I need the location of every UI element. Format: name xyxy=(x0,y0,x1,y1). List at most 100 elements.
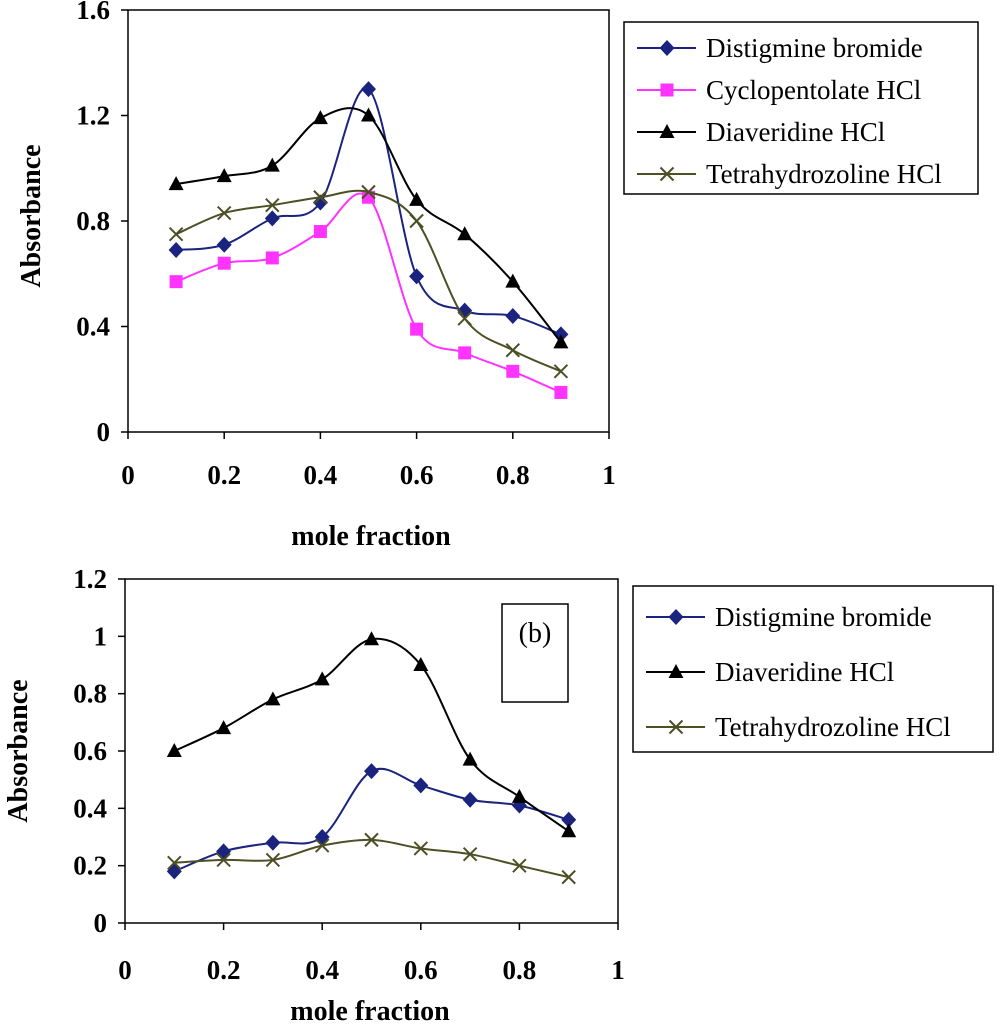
chart-a-ytick-label: 0.8 xyxy=(76,206,110,236)
chart-b-ytick-label: 0.8 xyxy=(73,679,107,709)
chart-b-legend-item-diaveridine-hcl: Diaveridine HCl xyxy=(646,657,894,687)
chart-a-series-line-tetrahydrozoline-hcl xyxy=(175,189,562,373)
chart-b-xtick-label: 0.8 xyxy=(503,955,537,985)
chart-b-ytick-label: 0.2 xyxy=(73,851,107,881)
chart-b-legend-label: Diaveridine HCl xyxy=(715,657,894,687)
chart-a-data-point-tetrahydrozoline-hcl-stroke-b xyxy=(265,197,280,213)
chart-a-data-point-cyclopentolate-hcl xyxy=(506,364,520,378)
chart-b-data-point-distigmine-bromide xyxy=(265,834,281,851)
chart-b-data-point-distigmine-bromide xyxy=(166,863,182,880)
chart-a-y-axis-title: Absorbance xyxy=(16,144,47,287)
chart-b-data-point-tetrahydrozoline-hcl xyxy=(561,869,576,885)
chart-a-legend-label: Diaveridine HCl xyxy=(706,117,885,147)
chart-b: 0 0.2 0.4 0.6 0.8 1 1.2 0 0.2 0.4 0.6 0.8 1 mole frac… xyxy=(3,564,994,1025)
chart-b-legend-item-tetrahydrozoline-hcl: Tetrahydrozoline HCl xyxy=(646,712,951,742)
chart-b-data-point-tetrahydrozoline-hcl-stroke-b xyxy=(413,841,429,856)
chart-a-data-point-tetrahydrozoline-hcl-stroke-b xyxy=(168,226,184,242)
chart-a-legend-label: Tetrahydrozoline HCl xyxy=(706,159,942,189)
chart-a-xtick-label: 0 xyxy=(121,460,135,490)
chart-a-series-cyclopentolate-hcl xyxy=(169,190,568,399)
chart-a-data-point-tetrahydrozoline-hcl-stroke-b xyxy=(553,364,569,379)
chart-a-ytick-label: 1.2 xyxy=(76,101,110,131)
chart-b-data-point-diaveridine-hcl xyxy=(413,657,429,671)
chart-a-data-point-tetrahydrozoline-hcl xyxy=(313,190,328,205)
chart-b-legend-swatch-marker xyxy=(668,719,684,735)
chart-a-xtick-label: 0.6 xyxy=(400,460,434,490)
chart-a-data-point-tetrahydrozoline-hcl xyxy=(168,226,184,242)
chart-b-xtick-label: 1 xyxy=(611,955,625,985)
chart-b-series-tetrahydrozoline-hcl xyxy=(167,832,576,885)
chart-b-series-line-distigmine-bromide xyxy=(173,768,569,873)
chart-a-ytick-label: 1.6 xyxy=(76,0,110,25)
chart-b-data-point-tetrahydrozoline-hcl xyxy=(265,852,281,868)
chart-a-data-point-diaveridine-hcl xyxy=(361,107,376,122)
chart-a-data-point-tetrahydrozoline-hcl-stroke-b xyxy=(505,343,521,358)
chart-b-legend-label: Tetrahydrozoline HCl xyxy=(715,712,951,742)
chart-b-data-point-diaveridine-hcl xyxy=(166,743,182,757)
chart-b-data-point-tetrahydrozoline-hcl-stroke-b xyxy=(216,852,231,868)
chart-a-data-point-diaveridine-hcl xyxy=(312,110,328,125)
chart-b-legend-swatch-marker xyxy=(668,664,684,678)
chart-a-data-point-distigmine-bromide xyxy=(264,210,280,227)
chart-a-data-point-diaveridine-hcl xyxy=(168,176,184,191)
chart-a-data-point-diaveridine-hcl xyxy=(457,226,473,241)
chart-b-y-axis-title: Absorbance xyxy=(3,679,34,822)
chart-b-data-point-tetrahydrozoline-hcl-stroke-b xyxy=(364,832,379,848)
chart-a-data-point-distigmine-bromide xyxy=(361,81,376,98)
chart-b-data-point-tetrahydrozoline-hcl-stroke-b xyxy=(265,852,281,868)
chart-b-data-point-diaveridine-hcl xyxy=(265,691,281,706)
chart-a-data-point-cyclopentolate-hcl xyxy=(169,275,183,289)
chart-a-data-point-distigmine-bromide xyxy=(505,307,521,324)
chart-a-series-diaveridine-hcl xyxy=(168,107,569,349)
chart-b-data-point-tetrahydrozoline-hcl-stroke-b xyxy=(512,858,527,873)
chart-a-data-point-tetrahydrozoline-hcl xyxy=(216,205,232,221)
chart-b-legend-label: Distigmine bromide xyxy=(715,602,932,632)
chart-a-data-point-cyclopentolate-hcl xyxy=(410,322,424,336)
chart-a-xtick-label: 1 xyxy=(602,460,616,490)
chart-a-data-point-distigmine-bromide xyxy=(216,236,232,253)
chart-b-data-point-diaveridine-hcl xyxy=(561,823,577,838)
chart-b-data-point-diaveridine-hcl xyxy=(462,751,478,766)
chart-a-legend-item-diaveridine-hcl: Diaveridine HCl xyxy=(637,117,885,147)
chart-a-series-line-diaveridine-hcl xyxy=(175,107,562,343)
chart-a-legend-swatch-marker xyxy=(659,40,675,56)
chart-b-xtick-label: 0.2 xyxy=(207,955,241,985)
chart-a-data-point-tetrahydrozoline-hcl xyxy=(361,184,376,200)
chart-a-data-point-diaveridine-hcl xyxy=(505,273,521,288)
chart-b-legend-swatch-marker-stroke-b xyxy=(668,719,684,735)
chart-b-ytick-label: 0.6 xyxy=(73,736,107,766)
chart-b-xtick-label: 0.6 xyxy=(404,955,438,985)
chart-b-series-line-diaveridine-hcl xyxy=(173,637,570,833)
chart-a-series-line-cyclopentolate-hcl xyxy=(175,192,562,394)
chart-a-legend-swatch-marker xyxy=(659,124,675,138)
chart-a-xtick-label: 0.8 xyxy=(496,460,530,490)
chart-b-data-point-tetrahydrozoline-hcl-stroke-b xyxy=(167,855,182,871)
chart-a-legend-label: Cyclopentolate HCl xyxy=(706,75,921,105)
chart-b-data-point-diaveridine-hcl xyxy=(364,631,379,646)
chart-b-data-point-distigmine-bromide xyxy=(364,763,379,780)
chart-b-data-point-tetrahydrozoline-hcl-stroke-b xyxy=(314,838,330,853)
chart-a-data-point-cyclopentolate-hcl xyxy=(217,256,231,270)
chart-a-data-point-tetrahydrozoline-hcl-stroke-b xyxy=(361,184,376,200)
chart-b-data-point-distigmine-bromide xyxy=(216,843,232,860)
chart-a-legend-item-tetrahydrozoline-hcl: Tetrahydrozoline HCl xyxy=(637,159,942,189)
chart-b-ytick-label: 1 xyxy=(94,621,108,651)
chart-b-annotation-label: (b) xyxy=(519,618,552,649)
chart-b-annotation-box xyxy=(501,603,569,703)
chart-b-legend-swatch-marker xyxy=(668,609,684,625)
chart-b-data-point-diaveridine-hcl xyxy=(216,720,232,735)
chart-a-legend-swatch-marker xyxy=(659,166,675,182)
chart-a-data-point-cyclopentolate-hcl xyxy=(554,385,568,399)
chart-a-x-axis-title: mole fraction xyxy=(291,521,451,552)
chart-a-legend-box xyxy=(623,21,979,195)
chart-b-data-point-tetrahydrozoline-hcl-stroke-b xyxy=(561,869,576,885)
chart-b-data-point-distigmine-bromide xyxy=(413,777,429,794)
chart-a-data-point-tetrahydrozoline-hcl xyxy=(505,343,521,358)
chart-a-series-tetrahydrozoline-hcl xyxy=(168,184,569,379)
chart-b-data-point-tetrahydrozoline-hcl xyxy=(512,858,527,873)
chart-b-data-point-tetrahydrozoline-hcl xyxy=(216,852,231,868)
chart-a-plot-frame xyxy=(127,9,610,433)
chart-b-ytick-label: 0.4 xyxy=(73,793,107,823)
chart-b-ytick-label: 1.2 xyxy=(73,564,107,594)
chart-b-legend-box xyxy=(632,585,994,753)
